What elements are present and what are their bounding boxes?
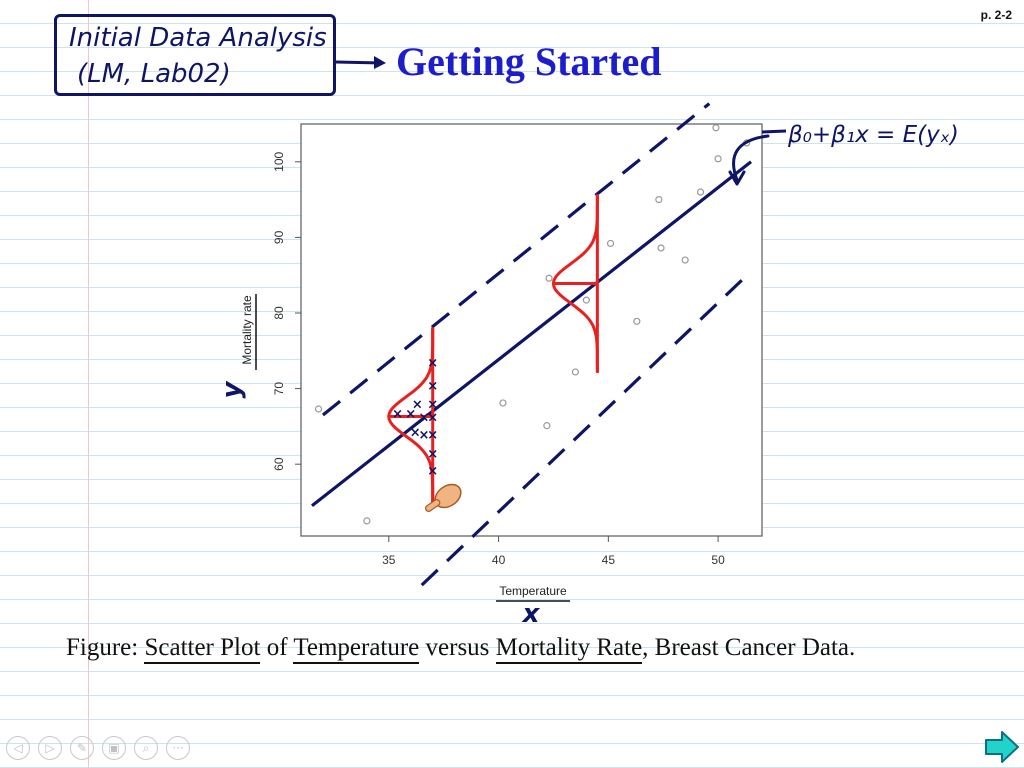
data-point — [696, 188, 705, 196]
equation-arrow-head — [728, 170, 746, 186]
caption-scatter-plot: Scatter Plot — [144, 634, 261, 664]
equation-dash — [761, 129, 787, 134]
x-mark-glyph: × — [405, 407, 416, 422]
caption-prefix: Figure: — [66, 634, 139, 661]
regression-line — [310, 160, 753, 508]
notebook-margin-line — [88, 0, 89, 768]
data-point — [543, 422, 551, 430]
lower-band-line — [420, 270, 753, 587]
regression-lines — [310, 102, 753, 587]
y-tick-label: 90 — [272, 230, 286, 244]
x-tick-label: 35 — [382, 553, 396, 567]
y-tick-label: 80 — [272, 306, 286, 320]
x-mark-glyph: × — [427, 411, 438, 426]
search-icon[interactable]: ⌕ — [134, 736, 158, 760]
data-point — [499, 399, 507, 407]
viewer-toolbar: ◁ ▷ ✎ ▣ ⌕ ··· — [6, 736, 190, 760]
x-mark-glyph: × — [418, 411, 429, 426]
topic-line1: Initial Data Analysis — [69, 23, 327, 53]
handwritten-arrow-icon — [334, 56, 386, 69]
data-point — [712, 124, 720, 132]
density-curve — [551, 194, 599, 373]
data-point — [655, 195, 663, 204]
x-marks: ××× ×× × ××××××× — [392, 356, 438, 479]
x-tick-label: 45 — [602, 553, 616, 567]
caption-mortality-rate: Mortality Rate — [495, 634, 643, 664]
next-page-arrow-icon[interactable] — [984, 730, 1020, 764]
caption-suffix: , Breast Cancer Data. — [642, 634, 856, 661]
data-point — [714, 155, 722, 163]
x-mark-glyph: × — [427, 398, 438, 413]
data-point — [657, 244, 665, 252]
topic-line2: (LM, Lab02) — [77, 59, 231, 89]
y-tick-label: 70 — [272, 382, 286, 396]
caption-of: of — [266, 634, 288, 661]
data-point — [633, 317, 641, 325]
data-point — [582, 296, 590, 304]
pointer-hand-icon — [424, 483, 462, 512]
x-mark-glyph: × — [427, 428, 438, 443]
pen-icon[interactable]: ✎ — [70, 736, 94, 760]
x-mark-glyph: × — [418, 428, 429, 443]
handwritten-equation: β₀+β₁x = E(yₓ) — [787, 122, 959, 148]
data-point — [363, 517, 371, 525]
y-axis-label: Mortality rate — [240, 295, 254, 365]
data-point — [681, 256, 689, 264]
prev-icon[interactable]: ◁ — [6, 736, 30, 760]
x-mark-glyph: × — [427, 447, 438, 462]
x-mark-glyph: × — [427, 379, 438, 394]
caption-temperature: Temperature — [293, 634, 420, 664]
pages-icon[interactable]: ▣ — [102, 736, 126, 760]
data-points — [314, 124, 751, 525]
x-axis-label: Temperature — [499, 584, 567, 598]
y-tick-label: 100 — [272, 151, 286, 171]
x-mark-glyph: × — [427, 464, 438, 479]
data-point — [606, 239, 615, 248]
handwritten-topic-box: Initial Data Analysis (LM, Lab02) — [54, 14, 336, 96]
plot-frame — [300, 123, 763, 537]
x-mark-glyph: × — [427, 356, 438, 371]
equation-pointer-arrow — [732, 134, 770, 182]
figure-caption: Figure: Scatter Plot of Temperature vers… — [66, 634, 856, 664]
x-mark-glyph: × — [412, 398, 423, 413]
handwritten-y-symbol: y — [217, 380, 247, 398]
data-point — [571, 368, 580, 376]
handwritten-x-symbol: x — [521, 599, 541, 629]
more-icon[interactable]: ··· — [166, 736, 190, 760]
x-mark-glyph: × — [410, 426, 421, 441]
x-tick-label: 40 — [492, 553, 506, 567]
data-point — [545, 274, 553, 282]
data-point — [314, 405, 323, 413]
x-mark-glyph: × — [392, 407, 403, 422]
caption-versus: versus — [425, 634, 490, 661]
density-curve — [387, 327, 435, 506]
upper-band-line — [321, 102, 711, 417]
play-icon[interactable]: ▷ — [38, 736, 62, 760]
axes: 35 40 45 50 60 70 80 90 100 — [272, 151, 725, 567]
y-tick-label: 60 — [272, 457, 286, 471]
x-tick-label: 50 — [711, 553, 725, 567]
page-number: p. 2-2 — [980, 8, 1012, 22]
page-title: Getting Started — [396, 39, 662, 84]
density-curves — [387, 194, 599, 506]
